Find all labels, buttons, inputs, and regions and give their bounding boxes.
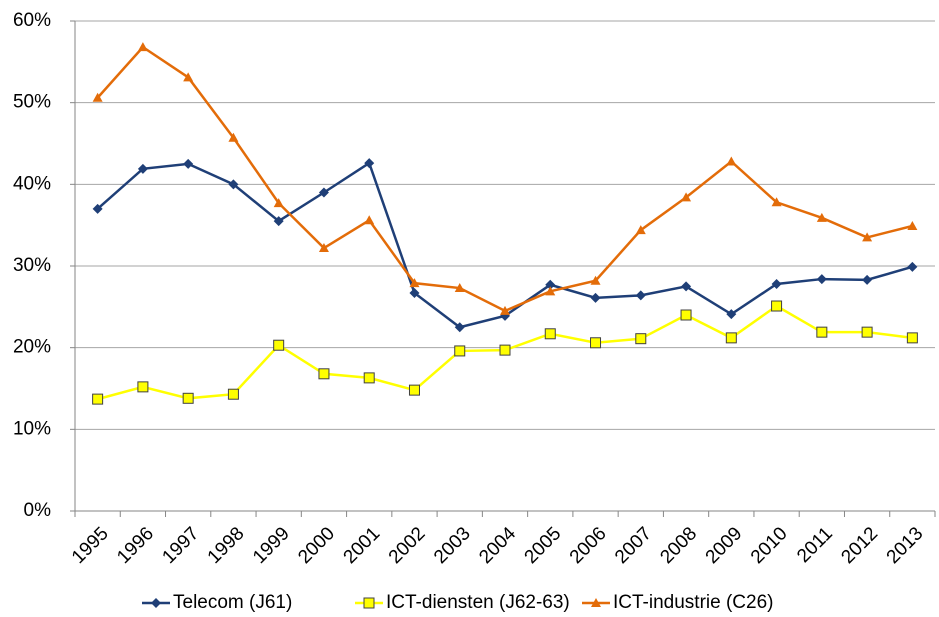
marker <box>635 225 646 235</box>
marker <box>454 283 465 293</box>
marker <box>92 92 103 102</box>
marker <box>409 278 420 288</box>
marker <box>862 274 873 285</box>
marker <box>861 326 873 338</box>
marker <box>681 281 692 292</box>
marker <box>680 309 692 321</box>
y-tick-label: 50% <box>13 92 51 113</box>
x-tick-label: 2010 <box>747 523 792 568</box>
marker <box>318 187 329 198</box>
marker <box>726 309 737 320</box>
marker <box>273 216 284 227</box>
x-tick-label: 2000 <box>294 523 339 568</box>
x-tick-label: 2004 <box>475 523 520 568</box>
marker <box>273 198 284 208</box>
marker <box>137 163 148 174</box>
x-tick-label: 2012 <box>837 523 882 568</box>
marker <box>590 292 601 303</box>
y-tick-label: 10% <box>13 418 51 439</box>
x-tick-label: 1995 <box>68 523 113 568</box>
x-tick-label: 1997 <box>158 523 203 568</box>
x-tick-label: 2011 <box>793 523 837 567</box>
marker <box>590 337 602 349</box>
marker <box>544 328 556 340</box>
marker <box>635 333 647 345</box>
marker <box>408 384 420 396</box>
x-tick-label: 1996 <box>113 523 158 568</box>
legend-label: ICT-diensten (J62-63) <box>386 592 570 613</box>
marker <box>92 393 104 405</box>
marker <box>635 290 646 301</box>
marker <box>151 598 161 608</box>
marker <box>364 215 375 225</box>
marker <box>183 158 194 169</box>
marker <box>907 261 918 272</box>
marker <box>228 179 239 190</box>
marker <box>409 287 420 298</box>
marker <box>907 220 918 230</box>
legend-item: ICT-diensten (J62-63) <box>355 592 570 613</box>
marker <box>228 132 239 142</box>
marker <box>771 197 782 207</box>
marker <box>590 275 601 285</box>
x-tick-label: 2006 <box>566 523 611 568</box>
marker <box>137 381 149 393</box>
x-tick-label: 2003 <box>430 523 475 568</box>
marker <box>499 344 511 356</box>
x-tick-label: 2005 <box>521 523 566 568</box>
marker <box>681 192 692 202</box>
legend-label: ICT-industrie (C26) <box>613 592 774 613</box>
legend-label: Telecom (J61) <box>173 592 292 613</box>
x-tick-label: 2008 <box>656 523 701 568</box>
x-tick-label: 1998 <box>204 523 249 568</box>
marker <box>771 300 783 312</box>
x-tick-label: 2013 <box>883 523 928 568</box>
marker <box>273 339 285 351</box>
x-tick-label: 1999 <box>249 523 294 568</box>
marker <box>182 392 194 404</box>
marker <box>816 274 827 285</box>
marker <box>183 72 194 82</box>
marker <box>227 388 239 400</box>
y-tick-label: 30% <box>13 255 51 276</box>
marker <box>137 42 148 52</box>
x-tick-label: 2001 <box>340 523 385 568</box>
marker <box>500 305 510 315</box>
marker <box>364 158 375 169</box>
marker <box>725 332 737 344</box>
marker <box>318 243 329 253</box>
y-tick-label: 40% <box>13 173 51 194</box>
marker <box>92 203 103 214</box>
y-tick-label: 20% <box>13 337 51 358</box>
marker <box>363 372 375 384</box>
marker <box>816 212 827 222</box>
y-tick-label: 0% <box>24 500 52 521</box>
marker <box>545 286 556 296</box>
marker <box>906 332 918 344</box>
legend-item: Telecom (J61) <box>142 592 292 613</box>
marker <box>363 597 375 609</box>
marker <box>862 232 873 242</box>
marker <box>454 322 465 333</box>
x-tick-label: 2002 <box>385 523 430 568</box>
series-line <box>96 161 913 329</box>
marker <box>726 156 737 166</box>
x-tick-label: 2009 <box>702 523 747 568</box>
marker <box>771 278 782 289</box>
marker <box>318 368 330 380</box>
marker <box>591 598 601 607</box>
marker <box>816 326 828 338</box>
x-tick-label: 2007 <box>611 523 656 568</box>
legend-item: ICT-industrie (C26) <box>582 592 774 613</box>
marker <box>454 345 466 357</box>
marker <box>545 279 556 290</box>
y-tick-label: 60% <box>13 10 51 31</box>
